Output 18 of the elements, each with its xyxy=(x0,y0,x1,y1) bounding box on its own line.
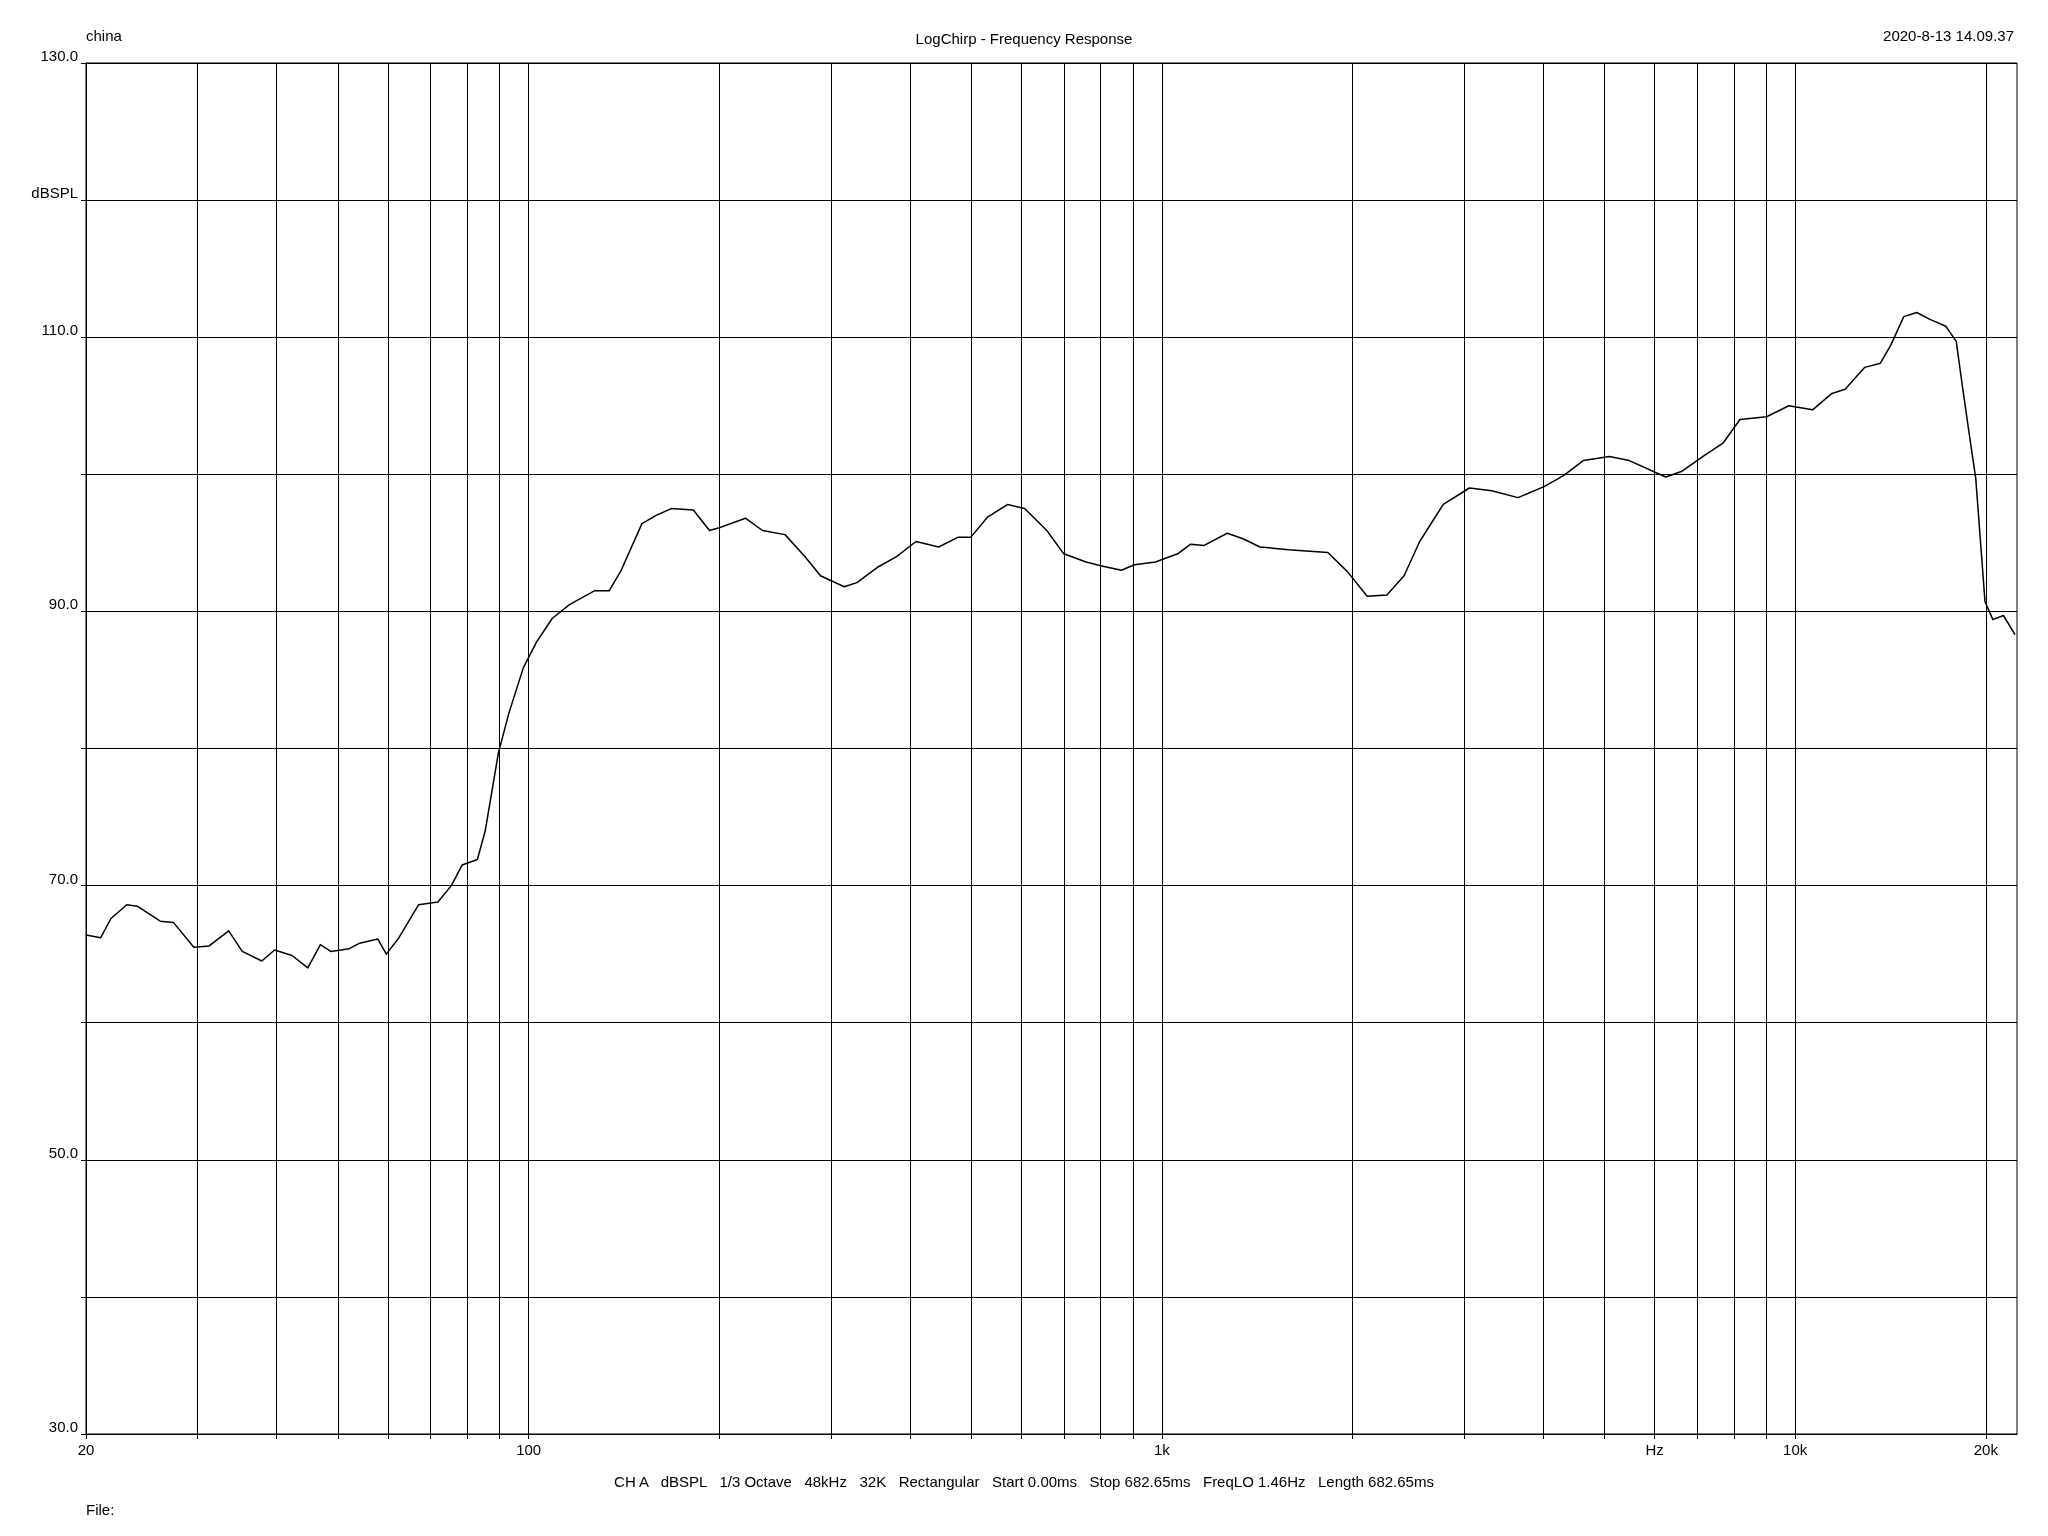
x-tick-label: 20 xyxy=(77,1441,95,1458)
text: File: xyxy=(86,1501,115,1518)
x-tick-label: 10k xyxy=(1783,1441,1808,1458)
y-tick-label: 50.0 xyxy=(48,1143,78,1161)
chart-title: LogChirp - Frequency Response xyxy=(915,30,1133,47)
text: 2020-8-13 14.09.37 xyxy=(1883,27,2015,44)
x-tick-label: Hz xyxy=(1645,1441,1664,1458)
y-tick-label: 90.0 xyxy=(48,595,78,613)
y-tick-label: 70.0 xyxy=(48,869,78,887)
y-tick-label: 30.0 xyxy=(48,1418,78,1435)
y-tick-label: dBSPL xyxy=(31,184,78,202)
text: CH A dBSPL 1/3 Octave 48kHz 32K Rectangular Start 0.00ms Stop 682.65ms FreqLO 1.46Hz Length 682.65ms xyxy=(614,1473,1434,1490)
x-tick-label: 100 xyxy=(516,1441,542,1458)
x-tick-label: 20k xyxy=(1973,1441,1999,1458)
x-tick-label: 1k xyxy=(1154,1441,1171,1458)
text: china xyxy=(86,27,123,44)
y-tick-label: 130.0 xyxy=(40,47,78,64)
y-tick-label: 110.0 xyxy=(41,321,78,339)
